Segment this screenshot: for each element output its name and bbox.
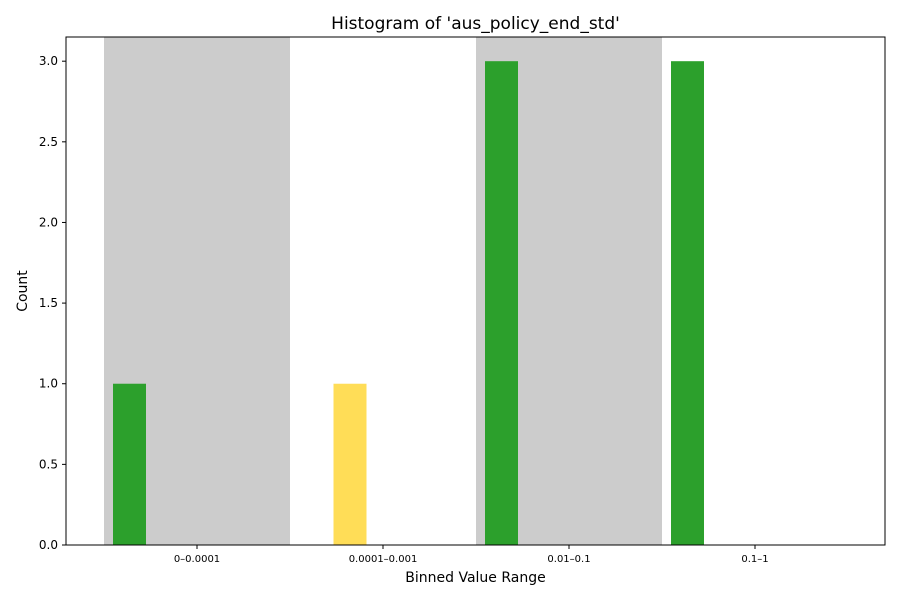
y-tick-label: 2.0 [39,215,58,229]
histogram-bar [485,61,518,545]
chart-title: Histogram of 'aus_policy_end_std' [331,14,620,34]
y-tick-label: 0.0 [39,538,58,552]
x-tick-label: 0.1–1 [741,554,768,565]
y-tick-label: 2.5 [39,135,58,149]
x-tick-label: 0–0.0001 [174,554,220,565]
x-tick-label: 0.01–0.1 [547,554,590,565]
y-axis-label: Count [15,270,31,312]
x-tick-label: 0.0001–0.001 [349,554,418,565]
shaded-bands [104,37,662,545]
histogram-bar [671,61,704,545]
y-tick-label: 3.0 [39,54,58,68]
y-tick-label: 1.5 [39,296,58,310]
plot-frame [65,36,886,546]
bars [113,61,704,545]
histogram-bar [333,383,367,545]
x-axis-label: Binned Value Range [405,570,545,586]
histogram-bar [113,383,146,545]
y-axis-ticks: 0.0 0.5 1.0 1.5 2.0 2.5 3.0 [39,54,66,552]
y-tick-label: 1.0 [39,377,58,391]
x-axis-ticks: 0–0.0001 0.0001–0.001 0.01–0.1 0.1–1 [174,545,769,565]
y-tick-label: 0.5 [39,457,58,471]
